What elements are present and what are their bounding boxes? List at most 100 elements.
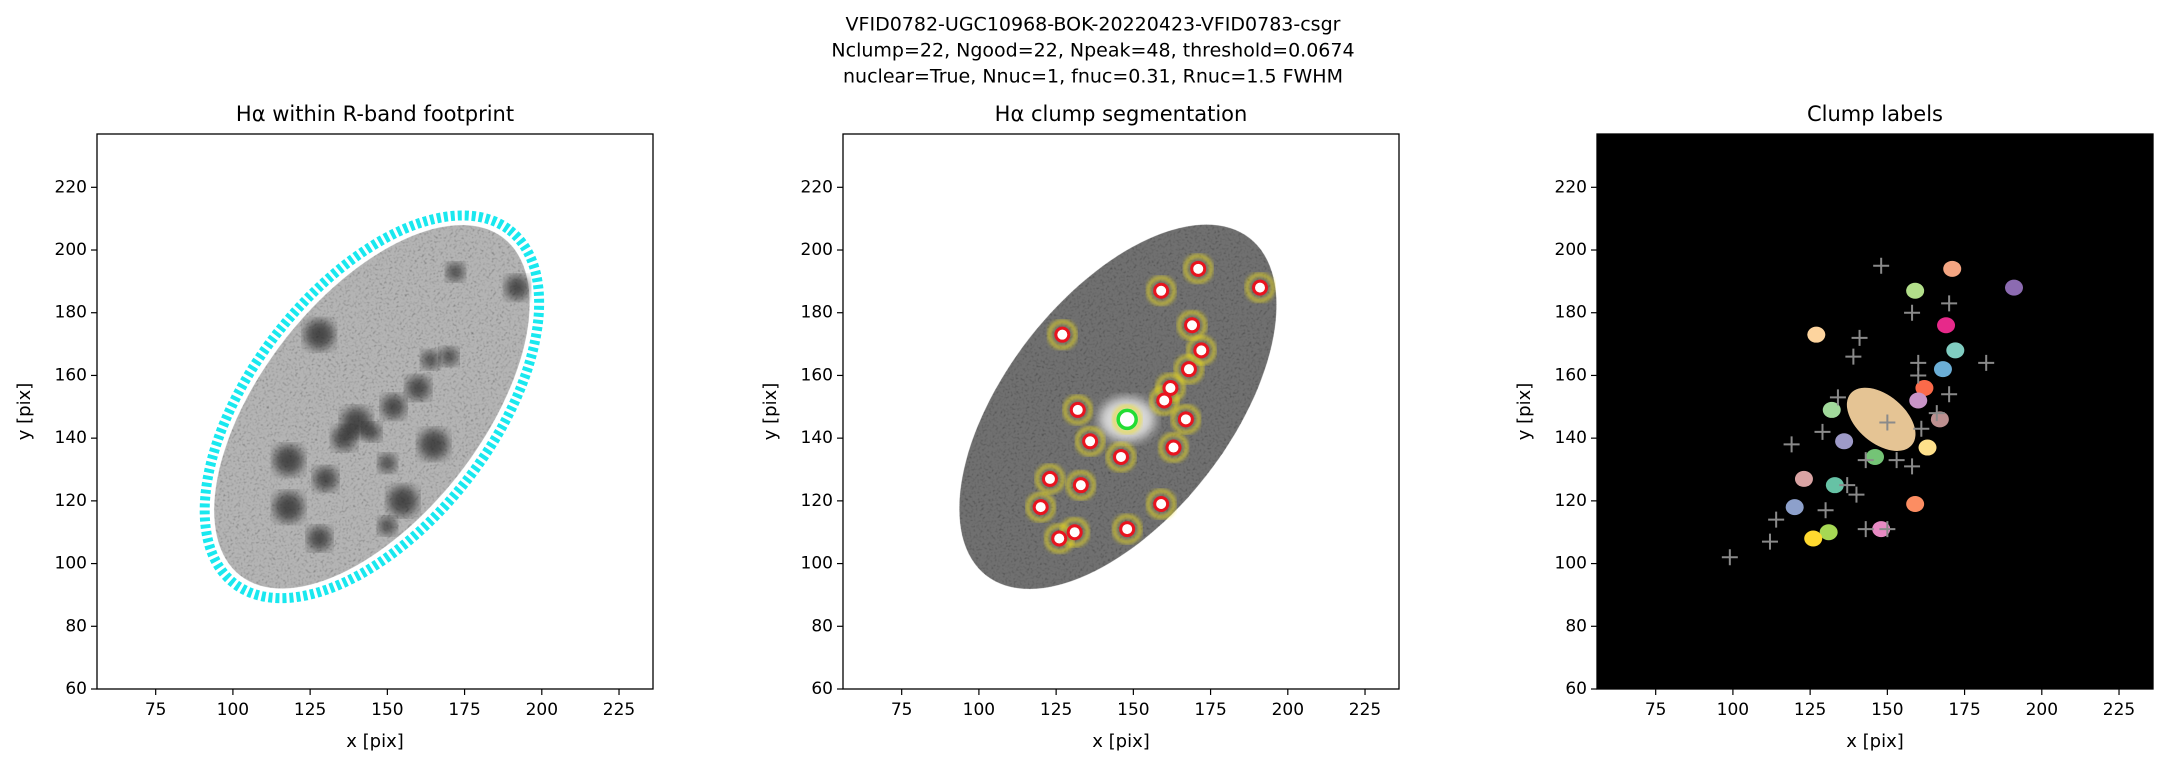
axes-image (843, 134, 1399, 689)
dark-knot (505, 275, 530, 300)
y-tick-label: 220 (55, 177, 87, 197)
y-tick-label: 60 (65, 679, 87, 699)
clump-label (1918, 439, 1937, 456)
clump-contour (1174, 354, 1204, 384)
clump-peak (1252, 279, 1268, 296)
y-tick-label: 200 (1555, 240, 1587, 260)
dark-knot (362, 422, 381, 441)
peak-marker (1761, 533, 1778, 550)
axes-frame (1596, 133, 2154, 690)
suptitle: nuclear=True, Nnuc=1, fnuc=0.31, Rnuc=1.… (843, 66, 1343, 88)
clump-label (1785, 499, 1804, 516)
x-tick-label: 125 (294, 700, 326, 720)
clump-label (1915, 379, 1934, 396)
y-tick-label: 140 (55, 428, 87, 448)
peak-marker (1857, 452, 1874, 469)
clump-peak (1072, 477, 1089, 494)
clump-label (1835, 433, 1854, 450)
dark-knot (406, 375, 431, 400)
y-tick-label: 120 (1555, 491, 1587, 511)
clump-contour (1146, 276, 1176, 306)
peak-marker (1721, 549, 1738, 566)
clump-peak (1153, 282, 1170, 299)
y-tick-label: 220 (1555, 177, 1587, 197)
clump-contour (1026, 492, 1055, 522)
y-tick-label: 80 (65, 616, 87, 636)
clump-label (1943, 260, 1962, 277)
y-tick-label: 100 (1555, 554, 1587, 574)
clump-peak (1177, 411, 1194, 428)
clump-label (1846, 387, 1916, 451)
x-tick-label: 150 (1871, 700, 1903, 720)
peak-marker (1845, 348, 1862, 365)
x-axis-label: x [pix] (346, 731, 404, 752)
y-tick-label: 100 (55, 554, 87, 574)
clump-contour (1112, 514, 1142, 544)
axes-title: Clump labels (1807, 102, 1943, 126)
x-tick-label: 225 (1349, 700, 1381, 720)
clump-label (1804, 530, 1823, 547)
clump-label (2005, 279, 2023, 296)
y-tick-label: 200 (801, 240, 833, 260)
axes-title: Hα clump segmentation (995, 102, 1248, 126)
clump-contour (1112, 405, 1142, 434)
dark-knot (273, 445, 304, 476)
x-tick-label: 125 (1794, 700, 1826, 720)
x-tick-label: 175 (1948, 700, 1980, 720)
peak-marker (1941, 386, 1958, 403)
dark-knot (304, 319, 335, 350)
clump-peak (1156, 392, 1173, 409)
y-tick-label: 200 (55, 240, 87, 260)
x-tick-label: 100 (963, 700, 995, 720)
footprint-contour (199, 210, 545, 604)
peak-marker (1829, 389, 1846, 406)
clump-peak (1069, 401, 1086, 418)
clump-peak (1193, 342, 1210, 359)
clump-label (1930, 411, 1949, 428)
x-tick-label: 200 (2026, 700, 2058, 720)
clump-contour (1146, 489, 1176, 519)
peak-marker (1879, 521, 1896, 538)
suptitle: VFID0782-UGC10968-BOK-20220423-VFID0783-… (846, 14, 1341, 36)
x-tick-label: 175 (1194, 700, 1226, 720)
clump-contour (1048, 320, 1077, 349)
clump-peak (1165, 439, 1182, 456)
y-tick-label: 180 (1555, 303, 1587, 323)
dark-knot (446, 262, 465, 281)
dark-knot (387, 485, 418, 516)
y-axis-label: y [pix] (1514, 383, 1535, 441)
dark-knot (440, 347, 459, 366)
peak-marker (1913, 420, 1930, 437)
clump-label (1946, 342, 1965, 359)
x-tick-label: 225 (603, 700, 635, 720)
clump-peak (1180, 361, 1197, 378)
clump-peak (1066, 524, 1083, 541)
clump-peak (1113, 448, 1129, 465)
clump-contour (1183, 254, 1213, 284)
peak-marker (1928, 405, 1945, 422)
clump-contour (1245, 273, 1275, 302)
y-tick-label: 60 (1565, 679, 1587, 699)
clump-label (1819, 524, 1838, 541)
x-tick-label: 125 (1040, 700, 1072, 720)
clump-contour (1035, 464, 1065, 494)
y-tick-label: 60 (811, 679, 833, 699)
y-tick-label: 160 (801, 365, 833, 385)
y-tick-label: 160 (1555, 365, 1587, 385)
x-tick-label: 100 (217, 700, 249, 720)
x-axis-label: x [pix] (1846, 731, 1904, 752)
clump-label (1906, 496, 1925, 512)
dark-knot (378, 454, 397, 473)
x-tick-label: 200 (526, 700, 558, 720)
clump-label (1909, 392, 1928, 409)
x-tick-label: 225 (2103, 700, 2135, 720)
y-tick-label: 160 (55, 365, 87, 385)
x-tick-label: 75 (1645, 700, 1667, 720)
axes-frame (842, 133, 1400, 690)
peak-marker (1814, 423, 1831, 440)
peak-marker (1910, 367, 1927, 384)
clump-label (1937, 317, 1956, 334)
dark-knot (421, 350, 440, 369)
